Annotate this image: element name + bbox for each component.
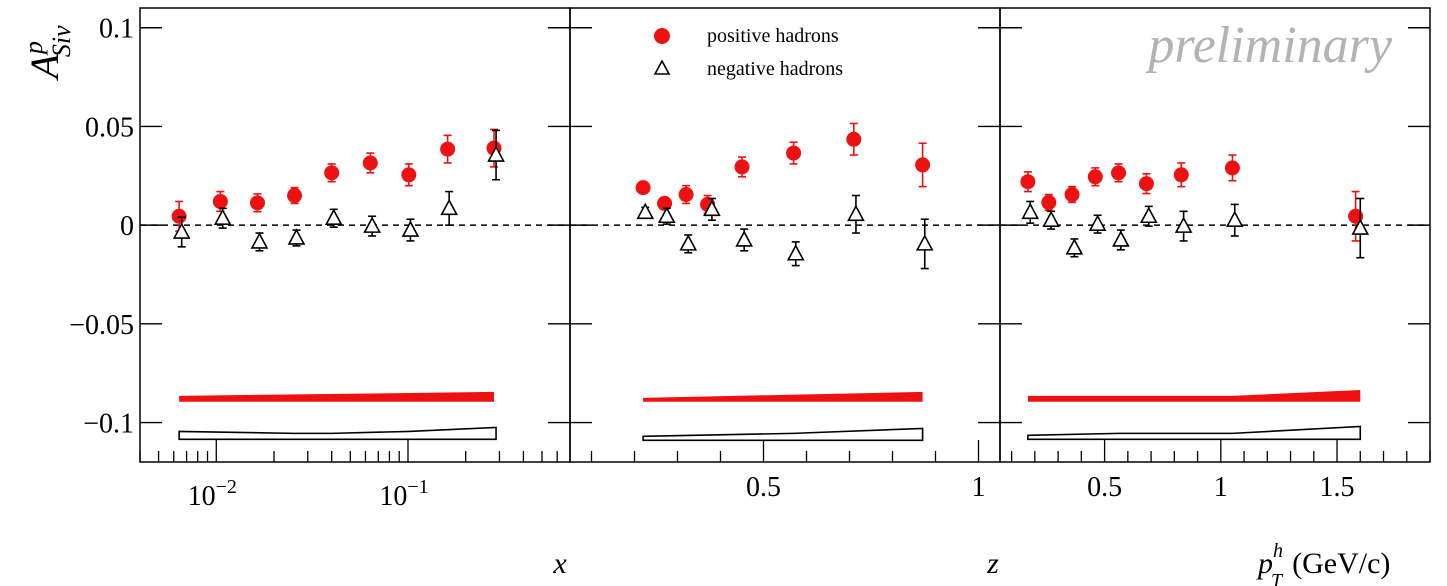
systematic-band-negative (1027, 425, 1362, 441)
x-tick-label: 10−2 (188, 476, 237, 512)
point-negative (324, 208, 343, 226)
point-negative (786, 244, 805, 261)
point-positive (212, 193, 228, 209)
y-tick-label: 0 (120, 211, 134, 242)
point-positive (324, 165, 340, 181)
panel-z: 0.5 1 (569, 7, 1001, 503)
point-negative (679, 234, 698, 251)
x-tick-label: 1.5 (1320, 472, 1355, 503)
x-tick-label: 0.5 (1087, 472, 1122, 503)
point-positive (1111, 165, 1127, 181)
x-tick-label: 1 (1214, 472, 1228, 503)
point-negative (1174, 216, 1193, 233)
point-negative (847, 204, 865, 222)
point-positive (915, 157, 931, 173)
y-tick-label: −0.05 (69, 310, 134, 341)
preliminary-watermark: preliminary (1144, 17, 1393, 74)
point-negative (636, 202, 655, 220)
point-positive (1173, 167, 1189, 183)
point-negative (172, 222, 191, 239)
point-negative (487, 145, 505, 162)
point-negative (363, 216, 381, 233)
x-axis-title-z: z (986, 547, 999, 580)
x-axis-title-pt-unit: (GeV/c) (1292, 547, 1390, 580)
systematic-band-positive (179, 391, 495, 402)
point-negative (250, 232, 269, 249)
point-positive (678, 187, 694, 203)
point-negative (1088, 214, 1107, 231)
point-negative (213, 208, 232, 226)
legend-positive-marker (654, 28, 670, 44)
point-negative (287, 228, 306, 245)
point-positive (1087, 169, 1103, 185)
point-negative (1065, 238, 1084, 255)
point-negative (1021, 202, 1040, 220)
point-positive (1224, 160, 1240, 176)
x-tick-label: 1 (972, 472, 986, 503)
point-negative (401, 220, 420, 237)
point-positive (1348, 208, 1364, 224)
panel-frame-pT (999, 7, 1431, 463)
point-negative (440, 198, 459, 216)
point-positive (249, 195, 265, 211)
point-negative (915, 234, 934, 251)
x-axis-title-pt-sup: h (1273, 540, 1283, 562)
point-negative (1112, 230, 1130, 247)
y-axis-title-sub: Siv (47, 25, 76, 57)
point-positive (734, 159, 750, 175)
point-negative (1351, 218, 1370, 235)
x-tick-label: 0.5 (746, 472, 781, 503)
svg-text:phT(GeV/c): ph T (GeV/c) (1256, 540, 1390, 586)
systematic-band-positive (1027, 389, 1361, 402)
point-negative (703, 199, 721, 217)
panel-pT: 0.5 1 1.5 (999, 7, 1431, 503)
systematic-band-positive (643, 391, 923, 402)
systematic-band-negative (642, 427, 924, 442)
point-positive (287, 188, 303, 204)
point-positive (362, 155, 378, 171)
x-axis-title-pt-main: p (1256, 547, 1273, 580)
svg-text:ApSiv: ApSiv (19, 25, 76, 82)
point-positive (1138, 176, 1154, 192)
point-negative (1042, 210, 1060, 227)
point-negative (657, 206, 676, 224)
point-positive (1020, 174, 1036, 190)
point-negative (735, 230, 753, 247)
y-tick-label: −0.1 (83, 409, 134, 440)
panels: 0.10.050−0.05−0.110−2 10−1 0.5 1 0.5 1 1.5 (69, 7, 1431, 512)
y-tick-label: 0.05 (85, 112, 134, 143)
point-positive (635, 180, 651, 196)
point-positive (1041, 194, 1057, 210)
x-axis-title-x: x (552, 547, 567, 580)
legend-negative-marker (653, 59, 671, 75)
x-axis-title-pt-sub: T (1271, 570, 1284, 586)
point-positive (401, 167, 417, 183)
point-positive (786, 145, 802, 161)
x-tick-label: 10−1 (379, 476, 428, 512)
point-positive (440, 141, 456, 157)
y-axis-title: ApSiv (19, 25, 76, 82)
point-negative (1225, 210, 1244, 227)
legend-positive-label: positive hadrons (707, 25, 839, 47)
y-axis-title-main: A (22, 54, 67, 82)
point-positive (1064, 187, 1080, 203)
point-positive (846, 131, 862, 147)
x-axis-title-pt: ph T (GeV/c) (1256, 540, 1390, 586)
y-axis-title-sup: p (19, 41, 48, 56)
point-positive (171, 208, 187, 224)
point-positive (657, 195, 673, 211)
legend: positive hadrons negative hadrons (653, 25, 843, 80)
panel-x: 0.1 0.05 0 −0.05 −0.1 10−2 10−1 (69, 7, 571, 512)
legend-negative-label: negative hadrons (707, 58, 843, 80)
point-negative (1139, 206, 1158, 224)
y-tick-label: 0.1 (99, 14, 134, 45)
systematic-band-negative (178, 426, 497, 441)
